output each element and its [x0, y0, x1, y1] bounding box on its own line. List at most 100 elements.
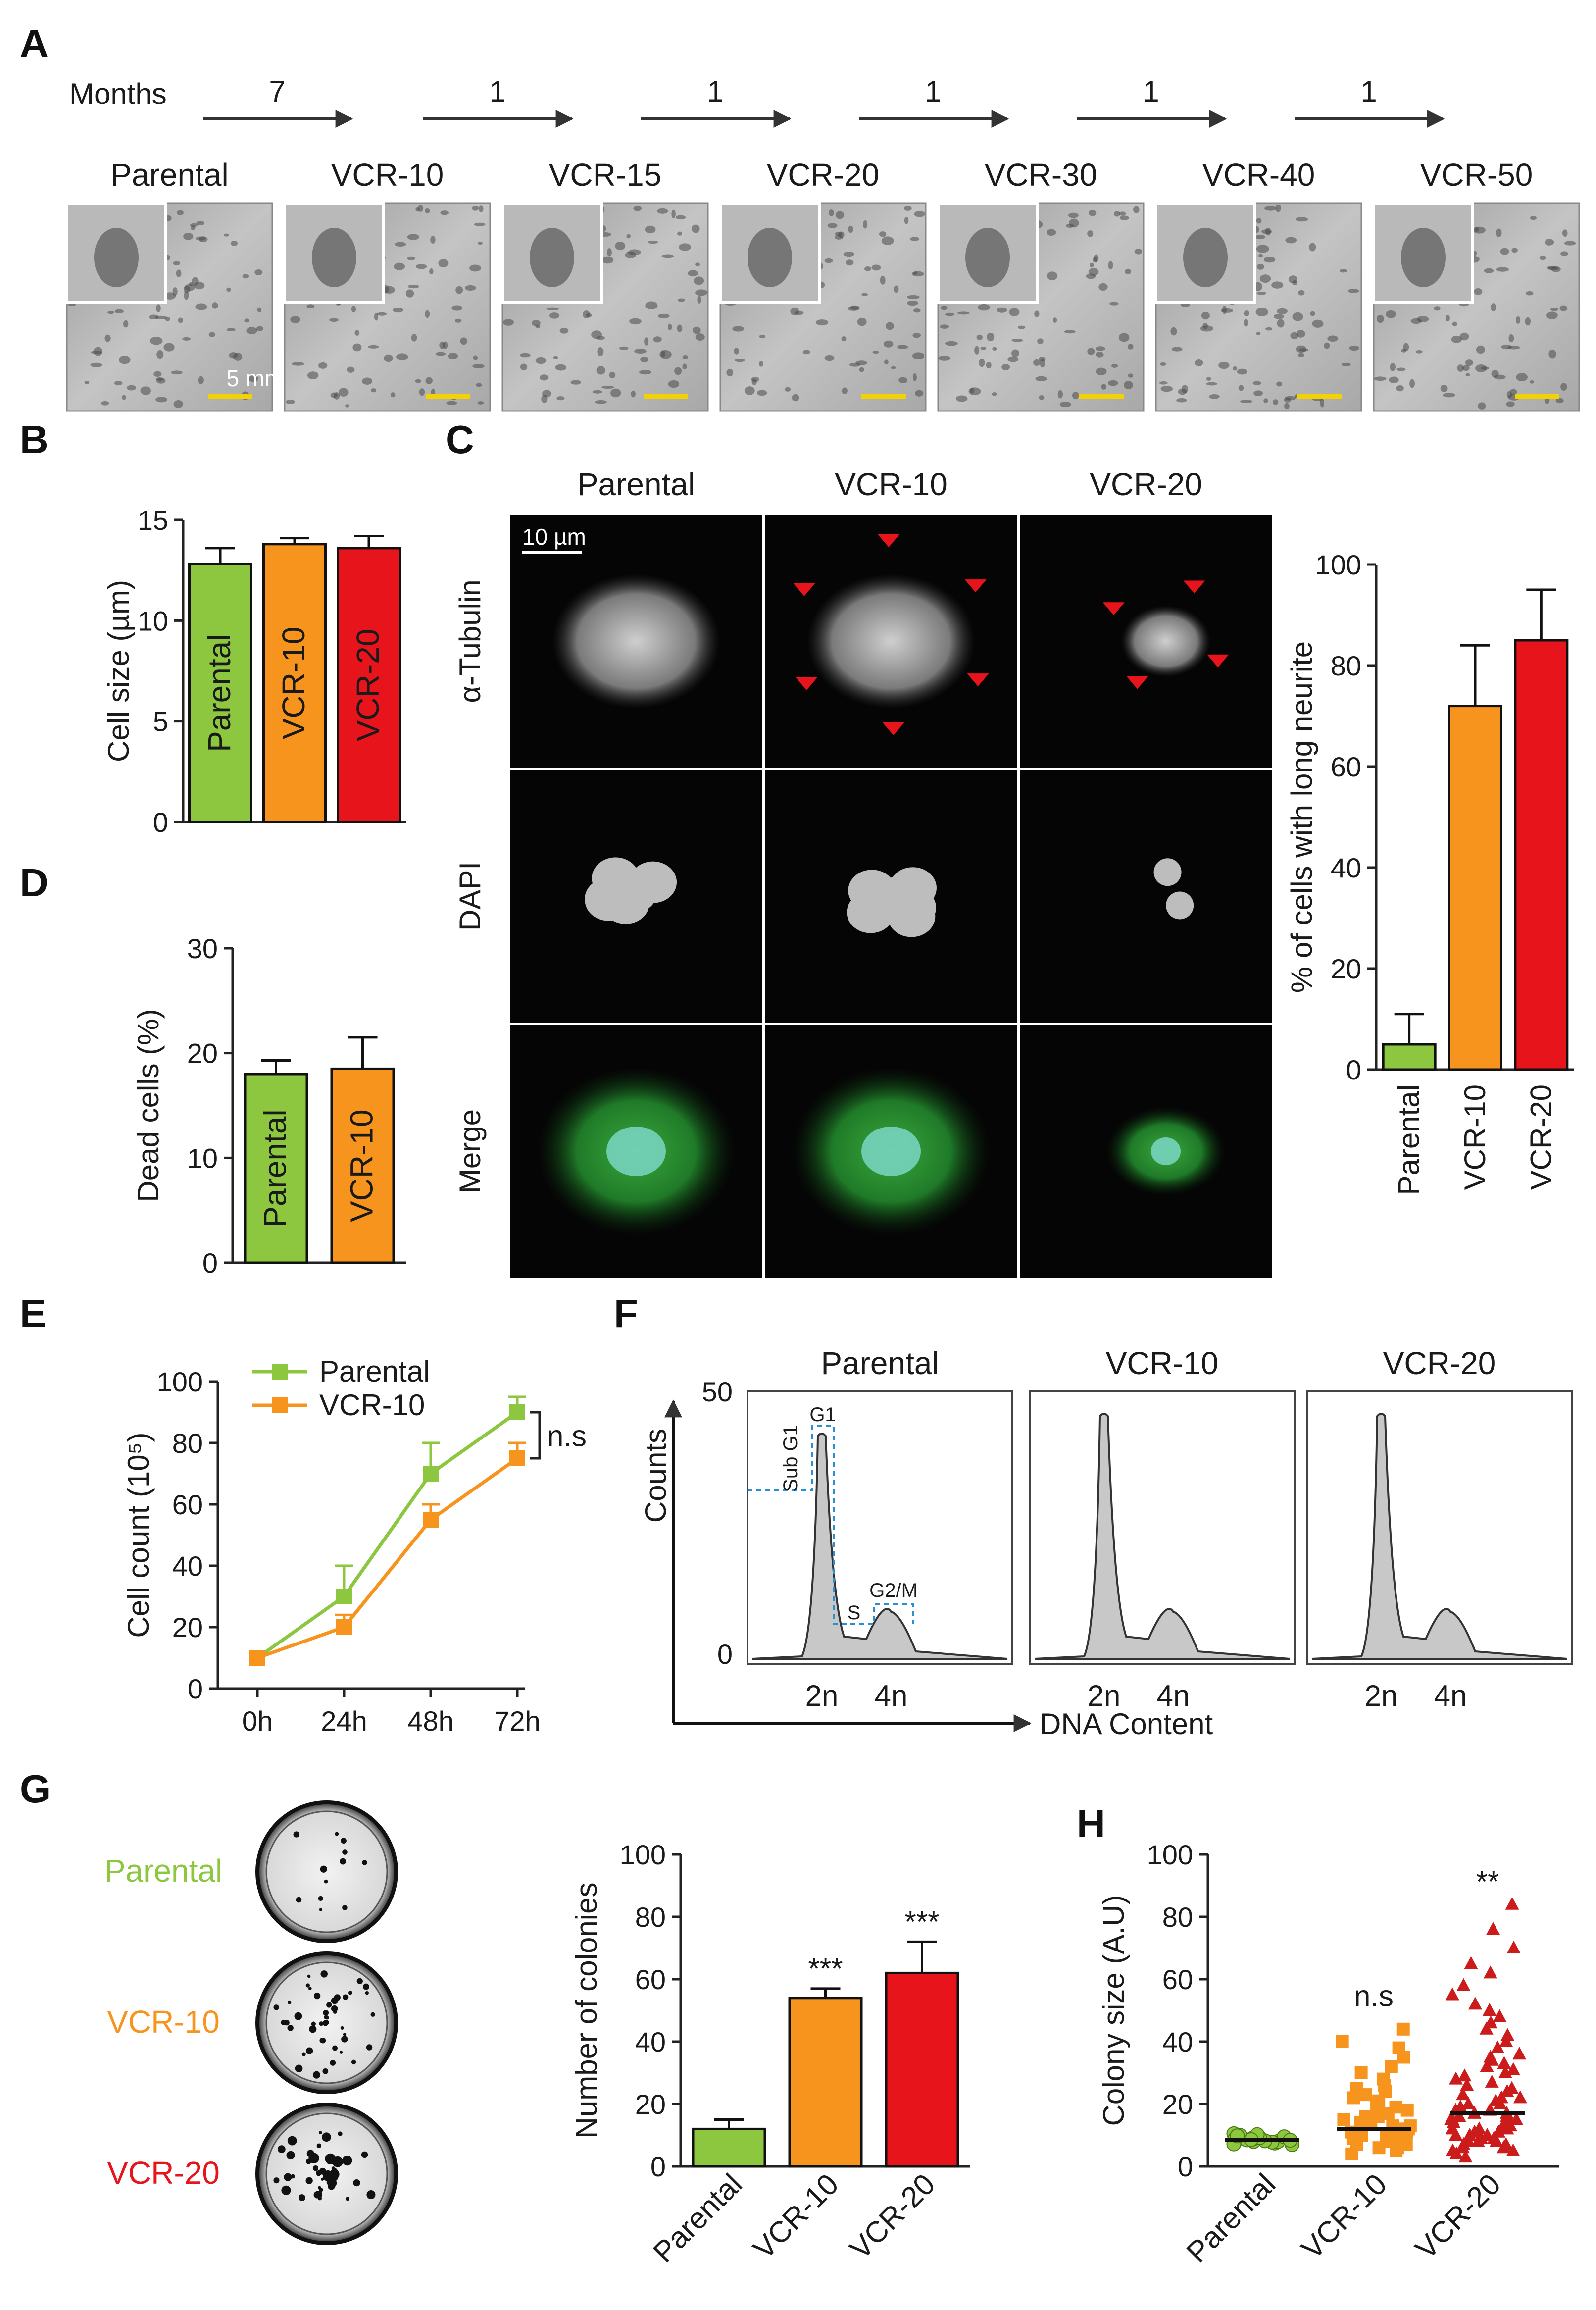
gate-label: G2/M — [869, 1580, 918, 1601]
cell-speck — [1327, 335, 1339, 342]
line-title: Parental — [110, 157, 228, 193]
tubulin-signal — [1121, 606, 1210, 677]
cell-speck — [451, 305, 463, 311]
colony — [305, 2047, 313, 2054]
colony — [325, 2170, 331, 2177]
colony — [318, 2196, 322, 2201]
cell-speck — [1452, 321, 1457, 327]
cell-speck — [443, 341, 448, 349]
ploidy-label: 4n — [1434, 1679, 1467, 1712]
colony — [342, 1849, 348, 1855]
cell-speck — [407, 284, 419, 289]
cell-speck — [1255, 308, 1268, 317]
colony-point — [1485, 2074, 1499, 2088]
colony — [312, 2071, 320, 2079]
gate-label: Sub G1 — [780, 1425, 801, 1492]
cell-speck — [859, 367, 864, 372]
cell-speck — [653, 336, 662, 343]
cell-speck — [455, 286, 463, 294]
cell-speck — [1160, 386, 1173, 392]
timeline-arrows: 7 1 1 1 1 1 — [203, 75, 1445, 128]
cell-speck — [626, 234, 631, 239]
colony-point — [1513, 2090, 1527, 2104]
dish-rim — [265, 2112, 388, 2235]
cell-speck — [592, 390, 602, 394]
cell-speck — [904, 206, 912, 211]
cell-speck — [503, 319, 514, 326]
panel-d-label: D — [20, 861, 49, 905]
colony-point — [1484, 2015, 1498, 2029]
cell-speck — [1284, 396, 1296, 401]
y-axis-title: Cell count (10⁵) — [122, 1432, 155, 1638]
cell-speck — [815, 319, 829, 326]
cell-speck — [601, 385, 614, 389]
cell-speck — [677, 231, 682, 236]
cell-speck — [1034, 310, 1040, 317]
cell-speck — [633, 205, 642, 211]
cell-speck — [1265, 327, 1273, 331]
colony-point — [1445, 1987, 1459, 2001]
cell-speck — [1457, 364, 1464, 372]
cell-speck — [843, 251, 854, 257]
dna-axis-title: DNA Content — [1040, 1707, 1213, 1741]
dish-label: Parental — [104, 1853, 222, 1889]
cell-speck — [695, 262, 700, 267]
cell-speck — [93, 347, 103, 356]
panel-d: D 0 10 20 30 Dead cells (%) Parental VCR-10 — [20, 861, 406, 1279]
cell-speck — [67, 303, 76, 306]
y-tick-label: 0 — [153, 807, 168, 838]
cell-speck — [226, 287, 231, 292]
cell-speck — [872, 351, 879, 354]
cell-speck — [1206, 382, 1217, 386]
panel-f-label: F — [614, 1291, 638, 1335]
cell-speck — [835, 211, 845, 219]
colony — [331, 2005, 338, 2012]
neurite-arrowhead — [878, 534, 900, 548]
merge-nucleus — [861, 1127, 921, 1176]
histogram-title: Parental — [821, 1345, 939, 1381]
y-tick-label: 20 — [1331, 953, 1361, 984]
cell-speck — [1284, 403, 1290, 410]
cell-speck — [607, 248, 612, 257]
colony — [318, 1896, 323, 1901]
cell-speck — [1376, 314, 1384, 323]
bar-vcr-20 — [885, 1971, 959, 2168]
cell-speck — [597, 347, 604, 356]
cell-speck — [430, 236, 436, 244]
cell-speck — [292, 362, 304, 366]
cell-speck — [1160, 362, 1166, 366]
significance-mark: *** — [904, 1905, 939, 1938]
colony — [322, 2020, 329, 2026]
cell-speck — [1159, 381, 1168, 385]
cell-speck — [1017, 325, 1026, 329]
inset-cell — [965, 228, 1010, 287]
cell-speck — [1401, 349, 1407, 353]
colony — [320, 1970, 328, 1978]
panel-b: B 0 5 10 15 Cell size (µm) Parental VCR-10 VCR-… — [20, 417, 406, 838]
cell-speck — [1039, 395, 1045, 400]
cell-speck — [1101, 384, 1107, 390]
cell-speck — [759, 360, 763, 367]
cell-speck — [639, 370, 652, 375]
cell-speck — [1277, 319, 1285, 328]
colony — [284, 2173, 292, 2181]
colony — [331, 1997, 339, 2004]
y-axis-title: Dead cells (%) — [132, 1009, 165, 1202]
cell-speck — [657, 313, 670, 318]
colony-point — [1480, 2128, 1495, 2141]
cell-speck — [1259, 274, 1271, 283]
cell-speck — [384, 354, 393, 362]
cell-speck — [440, 210, 449, 215]
cell-speck — [553, 356, 558, 359]
colony-point — [1483, 1965, 1497, 1979]
cell-speck — [1111, 364, 1118, 368]
colony — [340, 2026, 344, 2030]
cell-speck — [1347, 289, 1359, 293]
cell-speck — [395, 242, 406, 247]
cell-speck — [628, 249, 641, 256]
panel-h-label: H — [1077, 1801, 1105, 1846]
cell-speck — [155, 377, 164, 381]
cell-speck — [648, 240, 658, 244]
cell-speck — [1546, 311, 1558, 319]
data-point — [423, 1512, 439, 1528]
